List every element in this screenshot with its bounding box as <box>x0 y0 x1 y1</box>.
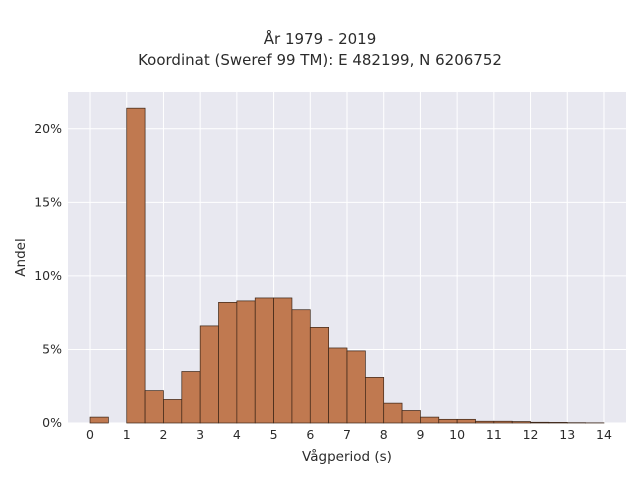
x-tick-label: 3 <box>196 427 204 442</box>
x-tick-label: 7 <box>343 427 351 442</box>
histogram-bar <box>530 421 550 424</box>
x-tick-label: 4 <box>233 427 241 442</box>
y-tick-label: 10% <box>34 268 62 283</box>
bars <box>89 107 605 424</box>
x-tick-label: 10 <box>449 427 465 442</box>
histogram-bar <box>548 422 568 424</box>
x-tick-label: 11 <box>486 427 502 442</box>
histogram-bar <box>291 309 311 424</box>
x-tick-label: 0 <box>86 427 94 442</box>
y-tick-label: 20% <box>34 121 62 136</box>
x-tick-label: 2 <box>159 427 167 442</box>
histogram-bar <box>181 371 201 424</box>
histogram-bar <box>328 347 348 424</box>
y-tick-labels: 0% 5% 10% 15% 20% <box>34 121 62 430</box>
x-tick-label: 9 <box>416 427 424 442</box>
chart-title: År 1979 - 2019 <box>263 30 377 48</box>
histogram-bar <box>126 107 146 424</box>
chart-subtitle: Koordinat (Sweref 99 TM): E 482199, N 62… <box>138 51 502 69</box>
x-tick-label: 12 <box>523 427 539 442</box>
histogram-bar <box>365 377 385 424</box>
histogram-bar <box>254 297 274 424</box>
histogram-bar <box>456 418 476 424</box>
x-tick-label: 13 <box>559 427 575 442</box>
y-tick-label: 0% <box>42 415 62 430</box>
x-tick-labels: 0 1 2 3 4 5 6 7 8 9 10 11 12 13 14 <box>86 427 612 442</box>
histogram-bar <box>236 300 256 424</box>
x-tick-label: 8 <box>380 427 388 442</box>
x-tick-label: 6 <box>306 427 314 442</box>
y-axis-label: Andel <box>13 238 29 276</box>
y-tick-label: 5% <box>42 341 62 356</box>
histogram-bar <box>511 421 531 424</box>
histogram-bar <box>309 327 329 424</box>
histogram-bar <box>383 402 403 424</box>
histogram-bar <box>89 416 109 424</box>
x-axis-label: Vågperiod (s) <box>302 448 392 465</box>
histogram-bar <box>401 410 421 424</box>
y-tick-label: 15% <box>34 194 62 209</box>
x-tick-label: 5 <box>270 427 278 442</box>
histogram-bar <box>420 416 440 424</box>
histogram-bar <box>346 350 366 424</box>
histogram-bar <box>475 420 495 424</box>
histogram-bar <box>273 297 293 424</box>
x-tick-label: 14 <box>596 427 612 442</box>
histogram-bar <box>438 418 458 424</box>
histogram-bar <box>218 302 238 424</box>
histogram-bar <box>493 420 513 424</box>
x-tick-label: 1 <box>123 427 131 442</box>
histogram-bar <box>199 325 219 424</box>
histogram-bar <box>144 390 164 424</box>
histogram-bar <box>163 399 183 424</box>
